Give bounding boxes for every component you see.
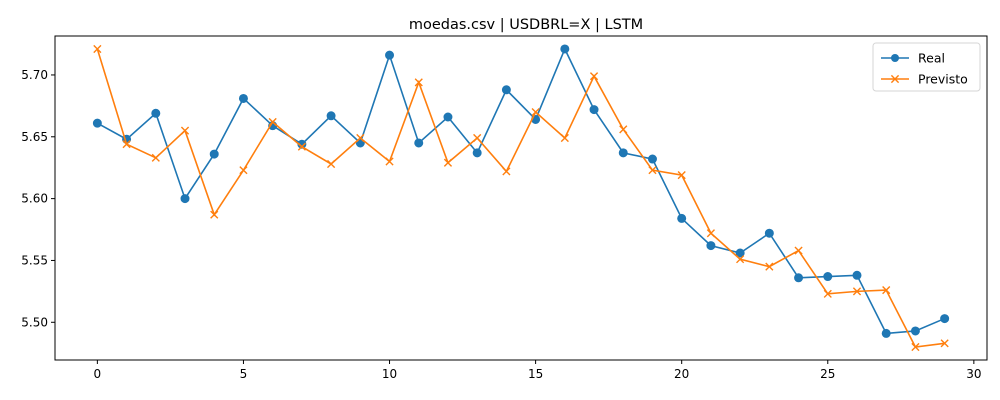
- data-point: [794, 273, 804, 283]
- data-point: [794, 246, 803, 255]
- data-point: [823, 272, 833, 282]
- y-tick-label: 5.60: [21, 192, 48, 206]
- x-tick-label: 15: [528, 367, 543, 381]
- data-point: [414, 138, 424, 148]
- data-point: [92, 118, 102, 128]
- legend-label: Real: [918, 51, 945, 66]
- legend: Real Previsto: [872, 42, 981, 92]
- data-point: [385, 50, 395, 60]
- data-point: [706, 241, 716, 251]
- data-point: [706, 229, 716, 238]
- data-point: [735, 248, 745, 258]
- data-point: [648, 166, 657, 175]
- x-tick-label: 30: [966, 367, 981, 381]
- y-axis: 5.50 5.55 5.60 5.65 5.70: [21, 68, 55, 329]
- data-point: [268, 117, 277, 127]
- y-tick-label: 5.55: [21, 253, 48, 267]
- data-point: [326, 111, 336, 121]
- data-point: [677, 213, 687, 223]
- legend-item-previsto: Previsto: [881, 72, 968, 87]
- data-point: [736, 255, 745, 264]
- data-point: [356, 133, 365, 143]
- data-point: [151, 153, 160, 162]
- y-tick-label: 5.65: [21, 130, 48, 144]
- data-point: [589, 105, 599, 115]
- data-point: [122, 140, 131, 149]
- data-point: [619, 125, 628, 134]
- x-tick-label: 5: [240, 367, 248, 381]
- data-point: [911, 342, 920, 352]
- legend-marker: [890, 74, 900, 84]
- series-line: [96, 48, 945, 348]
- data-point: [501, 85, 511, 95]
- data-point: [180, 194, 190, 204]
- series-line: [96, 47, 945, 335]
- x-tick-label: 0: [94, 367, 102, 381]
- data-point: [502, 167, 511, 176]
- x-tick-label: 10: [382, 367, 397, 381]
- data-point: [940, 339, 949, 348]
- y-tick-label: 5.70: [21, 68, 48, 82]
- data-point: [414, 78, 423, 87]
- data-point: [677, 171, 686, 180]
- legend-label: Previsto: [918, 72, 968, 87]
- data-point: [589, 72, 599, 81]
- data-point: [881, 328, 891, 338]
- data-point: [151, 108, 161, 118]
- data-point: [647, 154, 657, 164]
- data-point: [940, 314, 950, 324]
- data-point: [560, 133, 569, 143]
- data-point: [764, 228, 774, 238]
- data-point: [910, 326, 920, 336]
- legend-marker: [891, 54, 899, 62]
- series-previsto: [93, 44, 949, 352]
- x-axis: 0 5 10 15 20 25 30: [94, 360, 981, 381]
- chart-title: moedas.csv | USDBRL=X | LSTM: [409, 17, 643, 33]
- x-tick-label: 25: [820, 367, 835, 381]
- y-tick-label: 5.50: [21, 315, 48, 329]
- data-point: [238, 93, 248, 103]
- data-point: [882, 286, 891, 295]
- data-point: [210, 210, 219, 219]
- plot-area: [92, 44, 950, 352]
- data-point: [209, 149, 219, 159]
- data-point: [326, 159, 336, 169]
- data-point: [443, 112, 453, 122]
- data-point: [239, 166, 248, 175]
- data-point: [180, 126, 190, 135]
- data-point: [823, 289, 832, 298]
- data-point: [765, 262, 774, 271]
- data-point: [618, 148, 628, 158]
- data-point: [443, 158, 453, 167]
- legend-item-real: Real: [881, 51, 945, 66]
- data-point: [93, 44, 102, 54]
- data-point: [852, 270, 862, 280]
- axes-frame: [54, 35, 988, 361]
- x-tick-label: 20: [674, 367, 689, 381]
- data-point: [531, 107, 540, 117]
- data-point: [852, 287, 862, 296]
- data-point: [385, 157, 394, 166]
- data-point: [473, 133, 482, 143]
- data-point: [472, 148, 482, 158]
- data-point: [297, 142, 306, 151]
- data-point: [560, 44, 570, 54]
